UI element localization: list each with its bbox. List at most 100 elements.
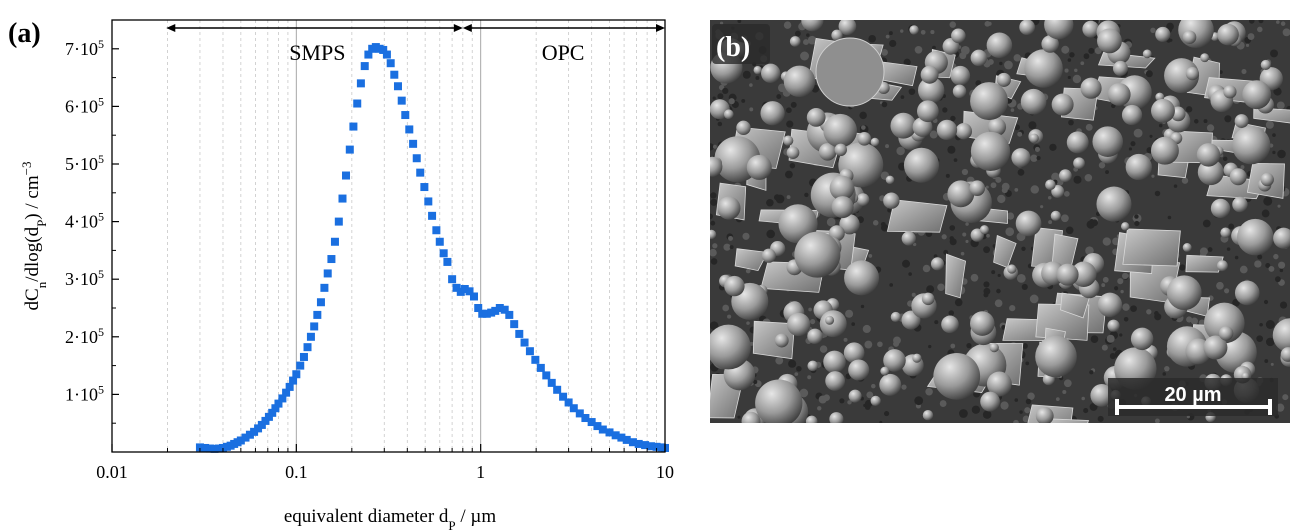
spherical-particle [1182, 30, 1197, 44]
fine-particle [1055, 397, 1060, 401]
spherical-particle [1216, 260, 1228, 272]
data-point [569, 404, 578, 413]
fine-particle [1061, 214, 1069, 223]
data-point [360, 62, 369, 71]
fine-particle [800, 51, 810, 61]
spherical-particle [807, 328, 823, 344]
data-point [353, 99, 362, 108]
data-point [628, 438, 637, 447]
data-point [390, 70, 399, 79]
spherical-particle [1203, 335, 1228, 360]
fine-particle [1224, 115, 1232, 123]
fine-particle [1001, 187, 1008, 194]
fine-particle [986, 233, 990, 238]
fine-particle [896, 146, 905, 156]
plot-background [112, 20, 665, 452]
fine-particle [861, 125, 866, 130]
spherical-particle [1229, 168, 1247, 186]
fine-particle [902, 259, 910, 268]
fine-particle [737, 415, 741, 419]
x-axis-label: equivalent diameter dP / µm [284, 506, 497, 532]
fine-particle [864, 340, 873, 349]
fine-particle [1207, 247, 1213, 252]
range-arrowhead [462, 24, 472, 32]
fine-particle [943, 249, 949, 255]
spherical-particle [783, 135, 794, 146]
data-point [292, 370, 301, 379]
fine-particle [1133, 128, 1143, 138]
fine-particle [996, 288, 1001, 294]
spherical-particle [723, 109, 734, 120]
fine-particle [1025, 398, 1032, 405]
fine-particle [937, 283, 945, 291]
spherical-particle [1203, 302, 1245, 344]
spherical-particle [1082, 20, 1100, 38]
spherical-particle [848, 389, 862, 403]
fine-particle [1166, 22, 1174, 31]
fine-particle [799, 388, 809, 398]
fine-particle [1101, 344, 1108, 351]
fine-particle [983, 292, 989, 298]
fine-particle [997, 194, 1006, 204]
fine-particle [947, 145, 956, 154]
fine-particle [1014, 188, 1019, 192]
fine-particle [1274, 276, 1281, 283]
fine-particle [862, 324, 871, 334]
spherical-particle [1130, 327, 1154, 351]
fine-particle [1117, 278, 1124, 285]
fine-particle [889, 39, 897, 48]
data-point [320, 283, 329, 292]
spherical-particle [986, 371, 1012, 397]
fine-particle [1276, 403, 1285, 412]
fine-particle [789, 162, 796, 169]
fine-particle [881, 48, 888, 56]
spherical-particle [1007, 264, 1017, 274]
spherical-particle [1200, 53, 1210, 63]
fine-particle [912, 242, 917, 247]
spherical-particle [979, 225, 990, 235]
spherical-particle [980, 391, 1000, 412]
data-point [439, 249, 448, 258]
spherical-particle [834, 143, 847, 157]
fine-particle [807, 375, 812, 380]
fine-particle [1219, 70, 1223, 74]
fine-particle [785, 170, 793, 179]
data-point [386, 59, 395, 68]
spherical-particle [1234, 280, 1260, 306]
fine-particle [786, 195, 791, 200]
fine-particle [1278, 261, 1286, 269]
fine-particle [1268, 265, 1275, 272]
fine-particle [727, 314, 732, 319]
fine-particle [954, 298, 963, 307]
spherical-particle [1185, 67, 1200, 81]
fine-particle [1216, 281, 1224, 290]
spherical-particle [1218, 326, 1234, 341]
fine-particle [1265, 337, 1275, 347]
spherical-particle [1029, 133, 1039, 143]
spherical-particle [969, 180, 986, 197]
spherical-particle [761, 63, 781, 83]
panel-b-label-bg [712, 24, 770, 64]
spherical-particle [760, 101, 785, 126]
spherical-particle [1155, 26, 1171, 42]
fine-particle [1258, 20, 1264, 24]
fine-particle [1083, 408, 1089, 414]
data-point [482, 309, 491, 318]
fine-particle [773, 194, 781, 201]
data-point [382, 50, 391, 59]
fine-particle [1051, 172, 1060, 181]
spherical-particle [989, 342, 999, 353]
y-tick-label: 7·105 [65, 37, 104, 59]
spherical-particle [885, 175, 895, 185]
fine-particle [1010, 108, 1015, 112]
spherical-particle [1020, 88, 1047, 115]
fine-particle [1149, 134, 1153, 138]
fine-particle [1047, 196, 1052, 200]
spherical-particle [1011, 148, 1031, 168]
y-axis-label: dCn/dlog(dP) / cm−3 [19, 162, 49, 311]
instrument-ranges: SMPS OPC [166, 24, 665, 65]
spherical-particle [890, 112, 917, 139]
spherical-particle [825, 315, 835, 325]
data-point [245, 430, 254, 439]
